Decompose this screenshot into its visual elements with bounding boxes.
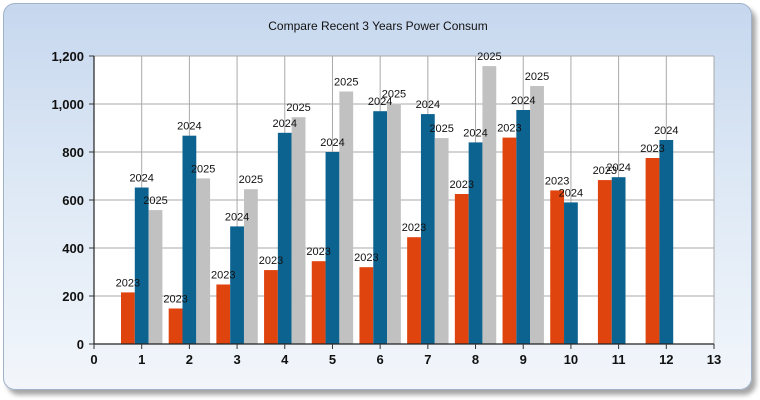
bar-2023-7 — [407, 237, 421, 344]
data-label: 2023 — [497, 123, 521, 135]
bar-2023-2 — [168, 308, 183, 344]
bar-2023-3 — [216, 284, 231, 344]
x-tick-label: 1 — [138, 352, 145, 367]
y-tick-label: 0 — [77, 337, 84, 352]
x-tick-label: 7 — [424, 352, 431, 367]
bar-2024-1 — [134, 187, 149, 344]
data-label: 2024 — [368, 96, 392, 108]
data-label: 2025 — [286, 102, 310, 114]
x-axis-ticks: 0 1 2 3 4 5 6 7 8 9 10 11 12 13 — [90, 344, 721, 367]
bar-2025-9 — [530, 86, 544, 344]
data-label: 2025 — [382, 89, 406, 101]
bar-2024-5 — [325, 152, 340, 344]
x-tick-label: 6 — [377, 352, 384, 367]
data-label: 2023 — [640, 143, 664, 155]
data-label: 2023 — [354, 252, 378, 264]
bar-2024-2 — [182, 135, 197, 344]
bar-2025-1 — [148, 210, 163, 344]
bar-2023-12 — [645, 158, 660, 344]
bar-2023-6 — [359, 267, 374, 344]
chart-title: Compare Recent 3 Years Power Consum — [268, 19, 487, 33]
x-tick-label: 3 — [233, 352, 240, 367]
x-tick-label: 13 — [707, 352, 721, 367]
y-tick-label: 200 — [62, 289, 84, 304]
bar-2023-5 — [311, 261, 326, 344]
data-label: 2024 — [511, 95, 535, 107]
data-label: 2024 — [225, 211, 249, 223]
data-label: 2023 — [593, 165, 617, 177]
data-label: 2025 — [143, 195, 167, 207]
data-label: 2023 — [402, 222, 426, 234]
data-label: 2025 — [429, 123, 453, 135]
data-label: 2024 — [129, 173, 153, 185]
bar-2025-6 — [387, 103, 401, 345]
bar-2024-7 — [420, 114, 435, 344]
data-label: 2023 — [259, 255, 283, 267]
data-label: 2024 — [273, 118, 297, 130]
y-tick-label: 400 — [62, 241, 84, 256]
bar-2025-8 — [482, 66, 497, 344]
bars — [120, 66, 674, 345]
bar-2024-11 — [611, 177, 626, 344]
data-labels: 2023202420252023202420252023202420252023… — [116, 51, 679, 305]
data-label: 2025 — [525, 71, 549, 83]
bar-2024-3 — [230, 226, 244, 344]
x-tick-label: 10 — [564, 352, 578, 367]
x-tick-label: 8 — [472, 352, 479, 367]
bar-2023-4 — [264, 270, 278, 344]
bar-2023-11 — [597, 180, 612, 344]
data-label: 2023 — [449, 179, 473, 191]
bar-2023-10 — [550, 190, 565, 344]
y-tick-label: 600 — [62, 193, 84, 208]
x-tick-label: 4 — [281, 352, 289, 367]
y-tick-label: 1,000 — [51, 97, 84, 112]
y-axis-ticks: 0 200 400 600 800 1,000 1,200 — [51, 49, 94, 352]
data-label: 2023 — [163, 293, 187, 305]
y-tick-label: 1,200 — [51, 49, 84, 64]
x-tick-label: 5 — [329, 352, 336, 367]
data-label: 2025 — [334, 77, 358, 89]
x-tick-label: 11 — [612, 352, 626, 367]
bar-2025-3 — [243, 189, 258, 344]
bar-2024-12 — [659, 140, 674, 344]
x-tick-label: 2 — [186, 352, 193, 367]
bar-2025-4 — [291, 117, 306, 344]
data-label: 2025 — [239, 174, 263, 186]
bar-2024-10 — [564, 202, 578, 344]
bar-2024-8 — [468, 142, 483, 344]
data-label: 2024 — [559, 187, 583, 199]
y-tick-label: 800 — [62, 145, 84, 160]
bar-2023-9 — [502, 137, 517, 344]
x-tick-label: 9 — [520, 352, 527, 367]
bar-2025-2 — [196, 178, 211, 344]
bar-2024-4 — [277, 132, 292, 344]
bar-2024-6 — [373, 111, 388, 344]
data-label: 2023 — [116, 277, 140, 289]
data-label: 2024 — [606, 162, 630, 174]
bar-2025-7 — [434, 138, 449, 344]
data-label: 2024 — [320, 137, 344, 149]
x-tick-label: 0 — [90, 352, 97, 367]
x-tick-label: 12 — [659, 352, 673, 367]
data-label: 2023 — [211, 269, 235, 281]
data-label: 2024 — [416, 99, 440, 111]
bar-2025-5 — [339, 91, 354, 345]
bar-2023-8 — [454, 194, 469, 344]
data-label: 2025 — [477, 51, 501, 63]
bar-2023-1 — [120, 292, 135, 344]
data-label: 2024 — [177, 121, 201, 133]
data-label: 2024 — [463, 127, 487, 139]
bar-2024-9 — [516, 110, 531, 344]
data-label: 2023 — [306, 246, 330, 258]
data-label: 2023 — [545, 175, 569, 187]
data-label: 2025 — [191, 163, 215, 175]
data-label: 2024 — [654, 125, 678, 137]
